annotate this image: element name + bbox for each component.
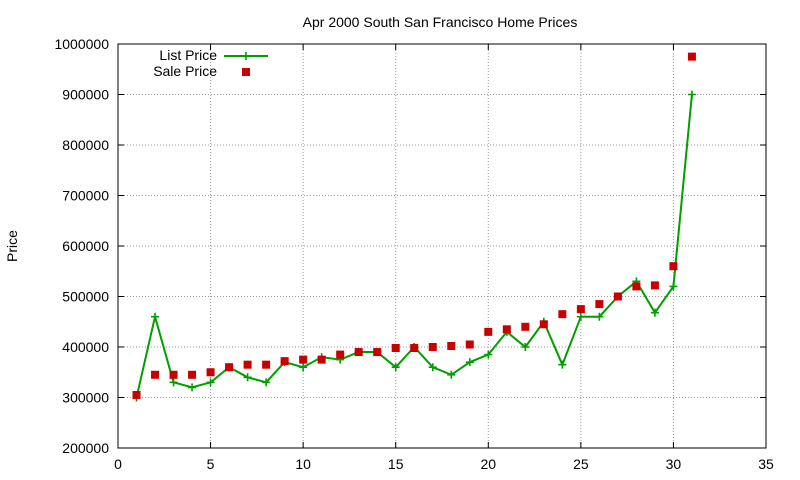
y-tick-labels: 200000 300000 400000 500000 600000 700000 8000…: [54, 36, 109, 456]
sale-price-point: [243, 360, 252, 369]
list-price-point: [447, 370, 456, 379]
y-tick-label: 800000: [62, 137, 109, 153]
y-tick-label: 300000: [62, 390, 109, 406]
list-price-point: [576, 312, 585, 321]
x-tick-label: 10: [295, 456, 311, 472]
list-price-point: [428, 363, 437, 372]
y-tick-label: 400000: [62, 339, 109, 355]
sale-price-point: [373, 348, 382, 357]
list-price-point: [206, 378, 215, 387]
series-layer: [132, 52, 696, 402]
sale-price-point: [447, 341, 456, 350]
sale-price-point: [410, 344, 419, 353]
list-price-line: [135, 94, 693, 398]
list-price-point: [465, 358, 474, 367]
sale-price-point: [465, 340, 474, 349]
x-tick-label: 20: [480, 456, 496, 472]
list-price-point: [169, 378, 178, 387]
sale-price-point: [521, 322, 530, 331]
list-price-point: [595, 312, 604, 321]
legend: List Price Sale Price: [153, 47, 268, 79]
y-tick-label: 1000000: [54, 36, 109, 52]
y-tick-label: 700000: [62, 188, 109, 204]
y-tick-label: 900000: [62, 87, 109, 103]
sale-price-point: [484, 327, 493, 336]
sale-price-point: [539, 320, 548, 329]
list-price-point: [521, 343, 530, 351]
sale-price-point: [206, 368, 215, 377]
sale-price-point: [687, 52, 696, 61]
list-price-point: [687, 90, 696, 99]
grid-lines: [118, 44, 766, 448]
sale-price-point: [391, 344, 400, 353]
sale-price-point: [428, 343, 437, 351]
chart-title: Apr 2000 South San Francisco Home Prices: [303, 14, 578, 30]
legend-label-sale-price: Sale Price: [153, 63, 217, 79]
sale-price-point: [558, 310, 567, 319]
sale-price-point: [169, 370, 178, 379]
list-price-point: [669, 282, 678, 291]
list-price-point: [243, 373, 252, 382]
list-price-point: [391, 363, 400, 372]
sale-price-point: [299, 355, 308, 364]
y-tick-label: 200000: [62, 440, 109, 456]
sale-price-point: [280, 357, 289, 366]
sale-price-point: [576, 305, 585, 314]
y-axis-label: Price: [4, 230, 20, 262]
list-price-point: [558, 360, 567, 369]
y-tick-label: 600000: [62, 238, 109, 254]
sale-price-point: [225, 363, 234, 372]
sale-price-point: [132, 390, 141, 399]
list-price-point: [262, 378, 271, 387]
x-tick-labels: 0 5 10 15 20 25 30 35: [114, 456, 774, 472]
sale-price-point: [650, 281, 659, 290]
x-tick-label: 5: [207, 456, 215, 472]
list-price-point: [484, 350, 493, 359]
x-tick-label: 35: [758, 456, 774, 472]
sale-price-point: [613, 292, 622, 301]
sale-price-point: [632, 282, 641, 291]
list-price-point: [188, 383, 197, 392]
sale-price-point: [336, 350, 345, 359]
legend-marker-list-price: [242, 52, 250, 60]
x-tick-label: 0: [114, 456, 122, 472]
list-price-point: [650, 308, 659, 317]
sale-price-point: [262, 360, 271, 369]
sale-price-point: [151, 370, 160, 379]
sale-price-point: [669, 262, 678, 271]
list-price-point: [151, 312, 160, 321]
sale-price-point: [188, 370, 197, 379]
sale-price-point: [595, 300, 604, 309]
sale-price-point: [502, 325, 511, 334]
x-tick-label: 30: [666, 456, 682, 472]
sale-price-point: [317, 355, 326, 364]
x-tick-label: 15: [388, 456, 404, 472]
legend-label-list-price: List Price: [159, 47, 217, 63]
axis-ticks: [117, 43, 767, 449]
x-tick-label: 25: [573, 456, 589, 472]
list-price-point: [299, 363, 308, 372]
legend-marker-sale-price: [242, 68, 250, 76]
y-tick-label: 500000: [62, 289, 109, 305]
sale-price-point: [354, 348, 363, 357]
